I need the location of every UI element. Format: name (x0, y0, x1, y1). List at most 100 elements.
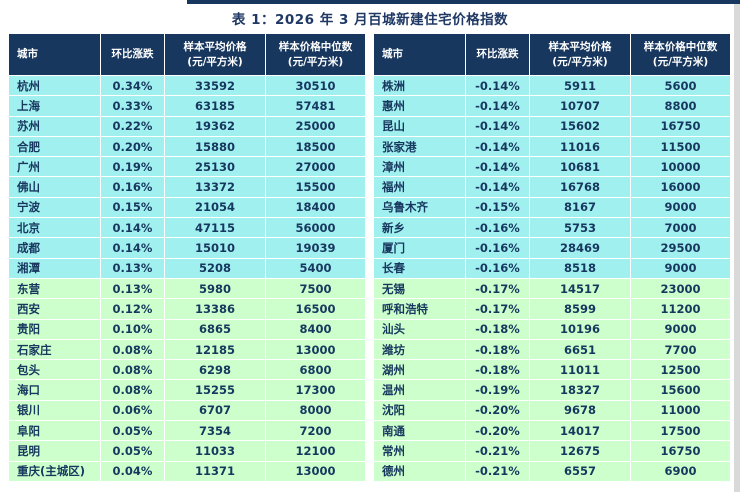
cell-avg: 5980 (164, 277, 266, 300)
table-row: 福州 -0.14% 16768 16000 (373, 176, 731, 198)
cell-city: 合肥 (8, 135, 101, 158)
cell-median: 13000 (265, 460, 366, 482)
cell-change: -0.14% (465, 115, 530, 137)
cell-avg: 33592 (164, 74, 266, 97)
cell-median: 12500 (630, 359, 731, 381)
cell-median: 8400 (265, 318, 366, 340)
cell-avg: 15010 (164, 237, 266, 259)
table-row: 呼和浩特 -0.17% 8599 11200 (373, 298, 731, 320)
cell-avg: 6707 (164, 399, 266, 422)
header-label: 城市 (17, 48, 38, 61)
cell-change: -0.16% (465, 237, 530, 259)
cell-change: 0.22% (100, 115, 165, 137)
cell-avg: 63185 (164, 95, 266, 117)
table-row: 新乡 -0.16% 5753 7000 (373, 217, 731, 239)
table-row: 北京 0.14% 47115 56000 (8, 217, 366, 239)
cell-city: 阜阳 (8, 420, 101, 442)
table-row: 宁波 0.15% 21054 18400 (8, 196, 366, 219)
table-row: 西安 0.12% 13386 16500 (8, 298, 366, 320)
cell-city: 上海 (8, 95, 101, 117)
cell-avg: 8518 (529, 257, 631, 279)
cell-avg: 28469 (529, 237, 631, 259)
table-row: 厦门 -0.16% 28469 29500 (373, 237, 731, 259)
cell-median: 9000 (630, 257, 731, 279)
cell-change: 0.16% (100, 176, 165, 198)
cell-avg: 15255 (164, 379, 266, 401)
cell-avg: 12675 (529, 440, 631, 462)
cell-change: 0.14% (100, 237, 165, 259)
cell-median: 11200 (630, 298, 731, 320)
cell-city: 福州 (373, 176, 466, 198)
table-row: 广州 0.19% 25130 27000 (8, 156, 366, 178)
price-table-left: 城市 环比涨跌 样本平均价格 (元/平方米) 样本价格中位数 (元/平方米) 杭… (8, 33, 366, 482)
cell-avg: 9678 (529, 399, 631, 422)
cell-change: -0.14% (465, 156, 530, 178)
cell-city: 呼和浩特 (373, 298, 466, 320)
cell-change: 0.13% (100, 257, 165, 279)
header-row: 城市 环比涨跌 样本平均价格 (元/平方米) 样本价格中位数 (元/平方米) (8, 33, 366, 76)
cell-avg: 25130 (164, 156, 266, 178)
col-header-median-price: 样本价格中位数 (元/平方米) (630, 33, 731, 76)
cell-change: 0.05% (100, 440, 165, 462)
cell-change: 0.15% (100, 196, 165, 219)
cell-median: 11500 (630, 135, 731, 158)
header-label: 城市 (382, 48, 403, 61)
cell-city: 苏州 (8, 115, 101, 137)
cell-city: 杭州 (8, 74, 101, 97)
cell-median: 13000 (265, 338, 366, 361)
page-edge (734, 4, 740, 492)
cell-change: -0.21% (465, 440, 530, 462)
cell-change: 0.06% (100, 399, 165, 422)
table-row: 张家港 -0.14% 11016 11500 (373, 135, 731, 158)
cell-avg: 6298 (164, 359, 266, 381)
cell-median: 56000 (265, 217, 366, 239)
table-row: 贵阳 0.10% 6865 8400 (8, 318, 366, 340)
cell-median: 16750 (630, 115, 731, 137)
cell-city: 海口 (8, 379, 101, 401)
cell-change: -0.18% (465, 318, 530, 340)
cell-change: 0.12% (100, 298, 165, 320)
cell-avg: 8599 (529, 298, 631, 320)
table-row: 无锡 -0.17% 14517 23000 (373, 277, 731, 300)
cell-median: 57481 (265, 95, 366, 117)
cell-median: 15500 (265, 176, 366, 198)
table-row: 昆山 -0.14% 15602 16750 (373, 115, 731, 137)
cell-avg: 5208 (164, 257, 266, 279)
cell-city: 广州 (8, 156, 101, 178)
cell-change: 0.20% (100, 135, 165, 158)
header-unit: (元/平方米) (552, 55, 608, 68)
cell-change: 0.33% (100, 95, 165, 117)
cell-change: 0.19% (100, 156, 165, 178)
col-header-median-price: 样本价格中位数 (元/平方米) (265, 33, 366, 76)
table-row: 重庆(主城区) 0.04% 11371 13000 (8, 460, 366, 482)
cell-change: -0.14% (465, 74, 530, 97)
cell-city: 北京 (8, 217, 101, 239)
cell-change: -0.17% (465, 277, 530, 300)
cell-avg: 13372 (164, 176, 266, 198)
cell-change: -0.16% (465, 217, 530, 239)
header-unit: (元/平方米) (652, 55, 709, 68)
table-row: 沈阳 -0.20% 9678 11000 (373, 399, 731, 422)
cell-median: 19039 (265, 237, 366, 259)
table-row: 阜阳 0.05% 7354 7200 (8, 420, 366, 442)
cell-median: 16500 (265, 298, 366, 320)
cell-median: 7000 (630, 217, 731, 239)
col-header-change: 环比涨跌 (100, 33, 165, 76)
cell-median: 16750 (630, 440, 731, 462)
cell-change: 0.08% (100, 338, 165, 361)
cell-city: 张家港 (373, 135, 466, 158)
cell-avg: 11011 (529, 359, 631, 381)
cell-median: 5400 (265, 257, 366, 279)
header-label: 样本价格中位数 (643, 41, 718, 54)
cell-median: 17500 (630, 420, 731, 442)
cell-city: 成都 (8, 237, 101, 259)
cell-median: 10000 (630, 156, 731, 178)
cell-change: -0.15% (465, 196, 530, 219)
cell-city: 温州 (373, 379, 466, 401)
cell-change: -0.14% (465, 176, 530, 198)
cell-median: 9000 (630, 196, 731, 219)
cell-change: -0.18% (465, 338, 530, 361)
cell-median: 18500 (265, 135, 366, 158)
col-header-avg-price: 样本平均价格 (元/平方米) (164, 33, 266, 76)
